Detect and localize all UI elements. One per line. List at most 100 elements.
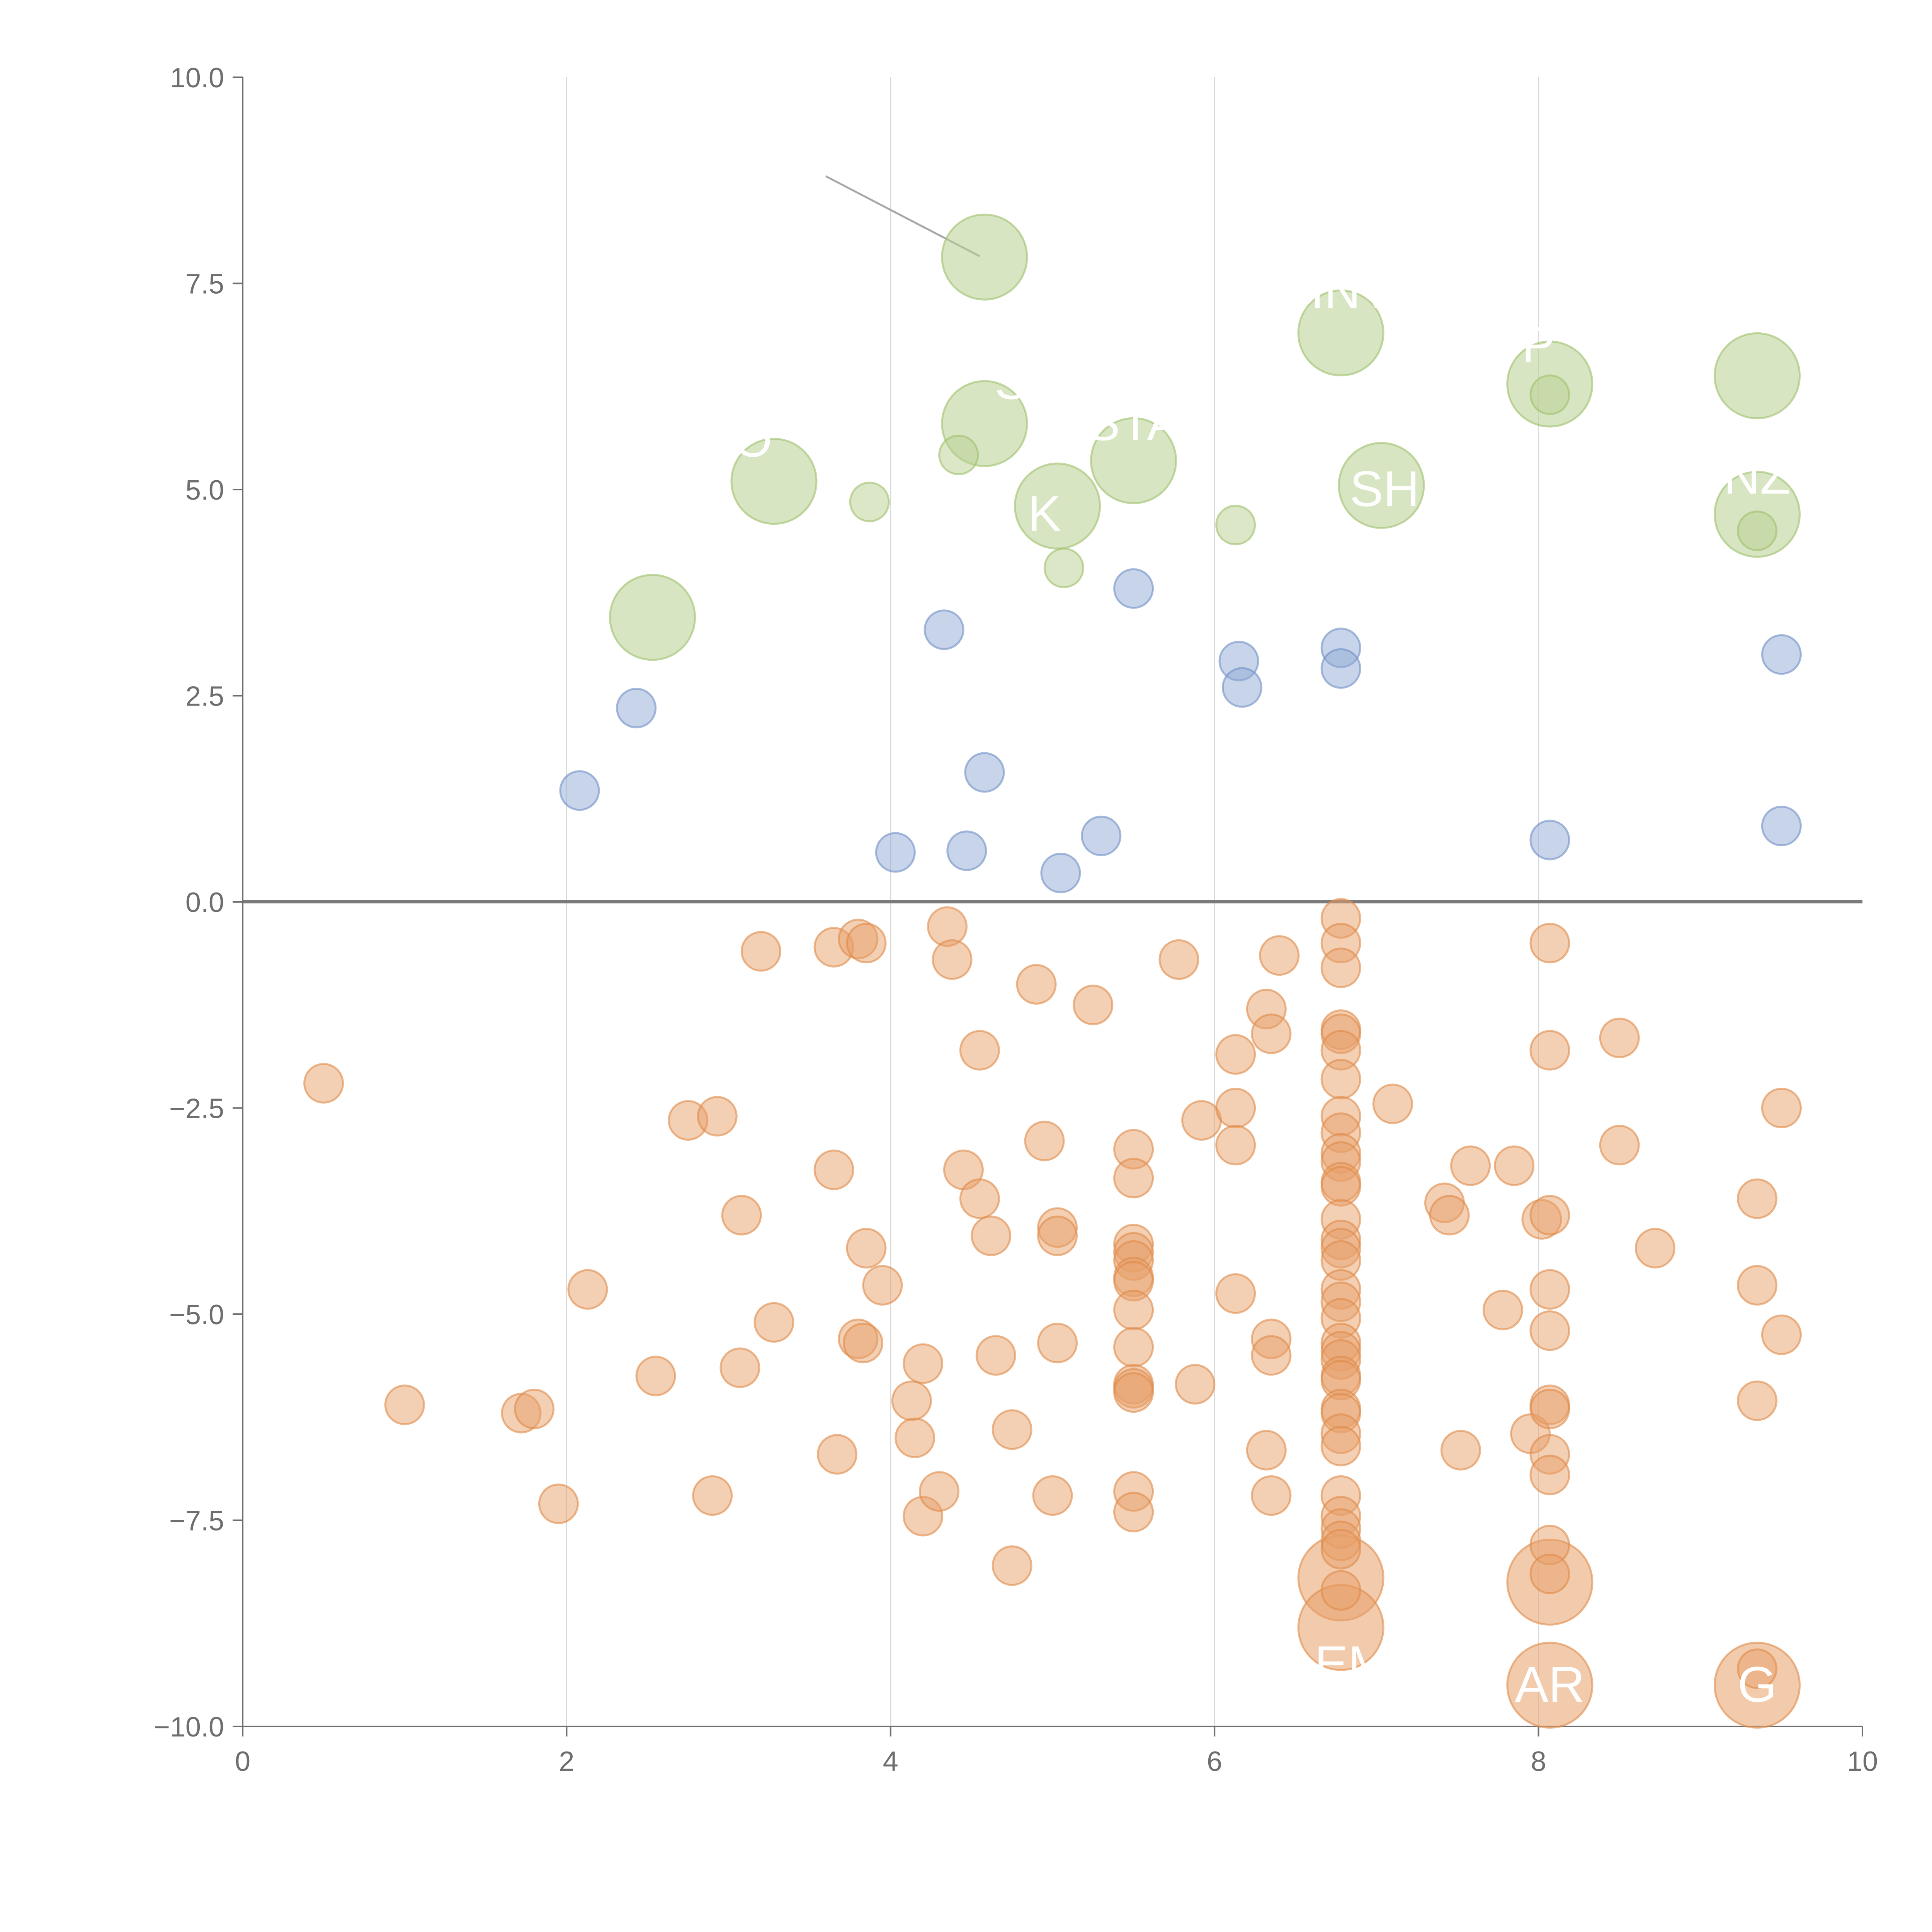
point-label: NZ	[1724, 448, 1791, 505]
y-tick-label: −10.0	[154, 1712, 224, 1743]
large-data-point	[1090, 417, 1177, 504]
data-point	[1113, 1289, 1154, 1330]
data-point	[303, 1063, 344, 1104]
data-point	[1259, 935, 1300, 976]
data-point	[813, 1150, 854, 1190]
point-label: G	[1738, 1656, 1777, 1713]
data-point	[1599, 1125, 1640, 1166]
data-point	[1043, 548, 1084, 588]
data-point	[1761, 806, 1802, 847]
data-point	[1040, 852, 1081, 893]
data-point	[1529, 1454, 1570, 1495]
data-point	[1440, 1430, 1481, 1471]
y-tick-label: 2.5	[185, 681, 224, 712]
data-point	[992, 1545, 1032, 1586]
data-point	[1215, 1273, 1256, 1314]
y-tick-label: −2.5	[169, 1094, 224, 1124]
data-point	[1181, 1100, 1222, 1141]
data-point	[1320, 1059, 1361, 1100]
data-point	[1320, 1425, 1361, 1466]
data-point	[1737, 1265, 1778, 1306]
data-point	[932, 939, 973, 980]
large-data-point	[609, 574, 696, 661]
x-tick-label: 2	[559, 1746, 574, 1777]
data-point	[1761, 1314, 1802, 1355]
data-point	[964, 752, 1005, 793]
point-label: INV	[1310, 263, 1394, 319]
data-point	[616, 688, 657, 729]
data-point	[1529, 1553, 1570, 1594]
data-point	[1251, 1013, 1292, 1054]
data-point	[1113, 1372, 1154, 1413]
data-point	[1634, 1228, 1675, 1269]
data-point	[843, 1323, 884, 1364]
data-point	[1494, 1145, 1535, 1186]
data-point	[1320, 947, 1361, 988]
data-point	[753, 1302, 794, 1343]
data-point	[1737, 1648, 1778, 1689]
data-point	[1429, 1195, 1470, 1236]
large-data-point	[1014, 463, 1101, 550]
data-point	[1024, 1121, 1065, 1162]
data-point	[635, 1355, 676, 1396]
point-label: K	[1028, 485, 1061, 542]
data-point	[1113, 1158, 1154, 1199]
data-point	[1529, 1030, 1570, 1071]
data-point	[1529, 1310, 1570, 1351]
data-point	[1032, 1475, 1073, 1516]
y-tick-label: −7.5	[169, 1506, 224, 1537]
x-tick-label: 6	[1207, 1746, 1222, 1777]
data-point	[1372, 1083, 1413, 1124]
data-point	[1037, 1215, 1078, 1256]
data-point	[975, 1335, 1016, 1376]
point-labels: O SE STA K INV P SH NZ EM AR G	[733, 263, 1791, 1713]
data-point	[1529, 820, 1570, 861]
data-point	[849, 481, 890, 522]
x-tick-label: 4	[883, 1746, 898, 1777]
point-label: AR	[1515, 1656, 1585, 1713]
data-point	[938, 434, 979, 475]
data-point	[1113, 1492, 1154, 1532]
data-point	[895, 1417, 935, 1458]
large-data-point	[1714, 332, 1801, 420]
x-tick-label: 10	[1847, 1746, 1878, 1777]
data-point	[1215, 505, 1256, 546]
large-data-point	[941, 213, 1028, 301]
data-point	[816, 1434, 857, 1475]
data-point	[697, 1096, 738, 1137]
data-point	[1016, 964, 1057, 1005]
data-point	[1175, 1364, 1216, 1405]
data-points	[303, 175, 1802, 1729]
data-point	[538, 1483, 579, 1524]
y-tick-label: 10.0	[170, 63, 224, 94]
data-point	[1320, 648, 1361, 689]
data-point	[384, 1384, 425, 1425]
data-point	[1482, 1289, 1523, 1330]
data-point	[1529, 1388, 1570, 1429]
data-point	[1737, 1380, 1778, 1421]
data-point	[923, 609, 964, 650]
x-tick-label: 8	[1531, 1746, 1546, 1777]
data-point	[1215, 1088, 1256, 1128]
data-point	[946, 830, 987, 871]
large-data-point	[1338, 442, 1425, 529]
data-point	[891, 1380, 932, 1421]
large-data-point	[1506, 1641, 1594, 1729]
data-point	[1529, 1195, 1570, 1236]
data-point	[1320, 1570, 1361, 1611]
data-point	[1251, 1475, 1292, 1516]
data-point	[1251, 1335, 1292, 1376]
data-point	[959, 1178, 1000, 1219]
data-point	[959, 1030, 1000, 1071]
y-tick-label: −5.0	[169, 1299, 224, 1330]
data-point	[903, 1343, 944, 1384]
data-point	[1737, 1178, 1778, 1219]
data-point	[1450, 1145, 1491, 1186]
data-point	[1158, 939, 1199, 980]
point-label: SH	[1350, 461, 1420, 517]
data-point	[971, 1215, 1012, 1256]
data-point	[719, 1347, 760, 1388]
data-point	[1113, 568, 1154, 609]
data-point	[992, 1409, 1032, 1450]
